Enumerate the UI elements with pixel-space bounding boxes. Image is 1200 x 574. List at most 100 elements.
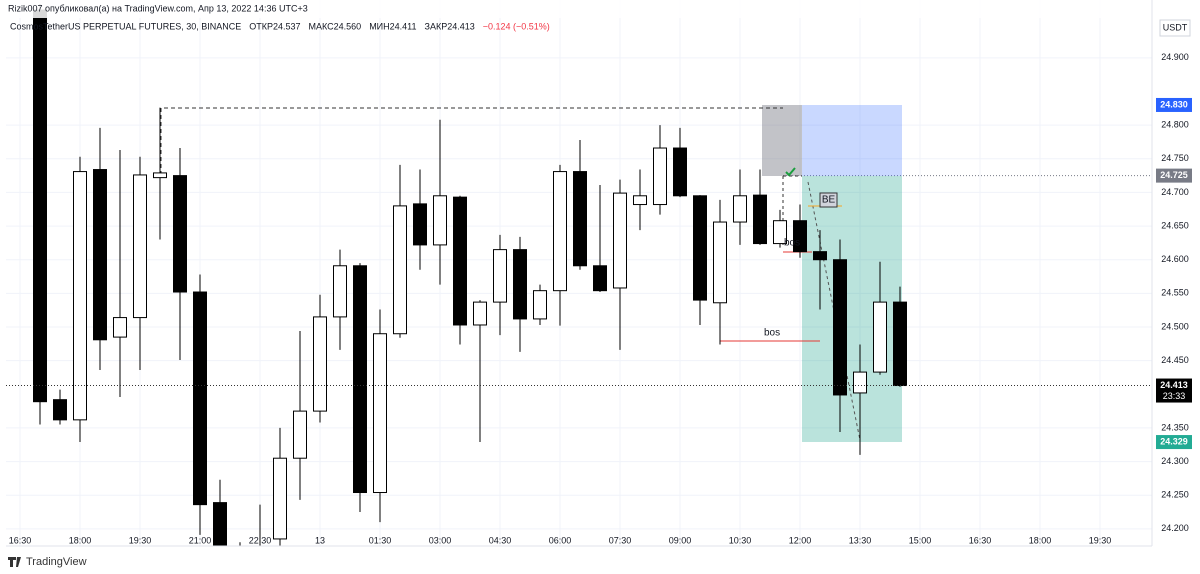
price-axis: [1152, 0, 1200, 546]
candle-body: [753, 194, 767, 245]
x-tick-label: 03:00: [429, 535, 452, 545]
axes: 24.200 24.250 24.300 24.350 24.450 24.500 24.5…: [9, 52, 1192, 545]
x-tick-label: 13:30: [849, 535, 872, 545]
x-tick-label: 04:30: [489, 535, 512, 545]
legend-item: МАКС24.560: [309, 21, 362, 31]
dashed-line: [160, 107, 783, 175]
footer-brand: TradingView: [26, 556, 87, 568]
price-label: 24.725: [1160, 170, 1188, 180]
candle-body: [693, 195, 707, 301]
candle-body: [333, 265, 347, 318]
candle-body: [673, 147, 687, 197]
candle-body: [593, 265, 607, 292]
price-label-bg: [1156, 97, 1192, 112]
candle-body: [493, 249, 507, 303]
x-tick-label: 12:00: [789, 535, 812, 545]
candle-body: [653, 147, 667, 206]
candle-body: [53, 399, 67, 421]
candle-body: [553, 171, 567, 292]
candle-body: [413, 203, 427, 246]
legend-item: ЗАКР24.413: [425, 21, 475, 31]
y-tick-label: 24.550: [1161, 288, 1189, 298]
y-tick-label: 24.750: [1161, 153, 1189, 163]
candle-body: [833, 259, 847, 396]
candle-body: [93, 169, 107, 341]
candle-body: [254, 549, 267, 569]
x-tick-label: 18:00: [1029, 535, 1052, 545]
path-arrow: [807, 181, 861, 441]
candle-body: [173, 175, 187, 293]
candle-body: [33, 9, 47, 403]
candle-body: [153, 172, 167, 179]
y-tick-label: 24.350: [1161, 422, 1189, 432]
bos-label: bos: [784, 238, 800, 249]
x-tick-label: 09:00: [669, 535, 692, 545]
x-tick-label: 06:00: [549, 535, 572, 545]
y-tick-label: 24.500: [1161, 321, 1189, 331]
candle-body: [133, 174, 147, 319]
candle-body: [613, 192, 627, 289]
x-tick-label: 10:30: [729, 535, 752, 545]
candle-body: [453, 196, 467, 326]
x-tick-label: 21:00: [189, 535, 212, 545]
price-label: 24.329: [1160, 436, 1188, 446]
candle-body: [813, 251, 827, 261]
price-label-bg: [1156, 168, 1192, 183]
x-tick-label: 01:30: [369, 535, 392, 545]
bos-label: bos: [764, 328, 780, 339]
check-icon: [785, 167, 796, 177]
candle-body: [873, 301, 887, 373]
y-tick-label: 24.200: [1161, 523, 1189, 533]
candle-body: [353, 265, 367, 494]
legend-item: CosmosTetherUS PERPETUAL FUTURES, 30, BI…: [10, 21, 241, 31]
be-label: BE: [822, 195, 836, 206]
x-tick-label: 16:30: [9, 535, 32, 545]
candle-body: [793, 220, 807, 253]
x-tick-label: 18:00: [69, 535, 92, 545]
footer-logo: [8, 557, 21, 567]
annotations: BE bos bos: [764, 192, 838, 339]
entry-zone: [762, 105, 802, 176]
y-tick-label: 24.700: [1161, 187, 1189, 197]
candle-body: [433, 195, 447, 246]
candle-body: [273, 457, 287, 540]
candle-body: [633, 195, 647, 206]
candle-body: [773, 220, 787, 245]
candle-body: [193, 291, 207, 506]
y-tick-label: 24.300: [1161, 456, 1189, 466]
stop-zone: [802, 105, 902, 176]
y-tick-label: 24.800: [1161, 120, 1189, 130]
candle-body: [213, 502, 227, 546]
countdown: 23:33: [1163, 391, 1186, 401]
price-label: 24.413: [1160, 380, 1188, 390]
y-tick-label: 24.450: [1161, 355, 1189, 365]
candle-body: [733, 195, 747, 223]
candle-body: [313, 316, 327, 412]
candle-body: [373, 333, 387, 494]
y-tick-label: 24.250: [1161, 490, 1189, 500]
candle-body: [513, 249, 527, 320]
currency: USDT: [1163, 22, 1188, 32]
candles: [6, 4, 1152, 569]
x-tick-label: 19:30: [1089, 535, 1112, 545]
legend-item: МИН24.411: [369, 21, 416, 31]
candle-body: [393, 205, 407, 335]
candle-body: [473, 301, 487, 326]
price-label: 24.830: [1160, 99, 1188, 109]
price-label-bg: [1156, 378, 1192, 403]
currency-box: [1159, 19, 1191, 37]
y-tick-label: 24.650: [1161, 220, 1189, 230]
x-tick-label: 22:30: [249, 535, 272, 545]
x-tick-label: 19:30: [129, 535, 152, 545]
candle-body: [113, 317, 127, 338]
price-label-bg: [1156, 435, 1192, 450]
x-tick-label: 13: [315, 535, 325, 545]
candle-body: [234, 556, 247, 563]
y-tick-label: 24.900: [1161, 52, 1189, 62]
x-tick-label: 16:30: [969, 535, 992, 545]
legend-item: −0.124 (−0.51%): [483, 21, 550, 31]
legend: CosmosTetherUS PERPETUAL FUTURES, 30, BI…: [10, 21, 550, 31]
candle-body: [73, 171, 87, 421]
y-tick-label: 24.600: [1161, 254, 1189, 264]
